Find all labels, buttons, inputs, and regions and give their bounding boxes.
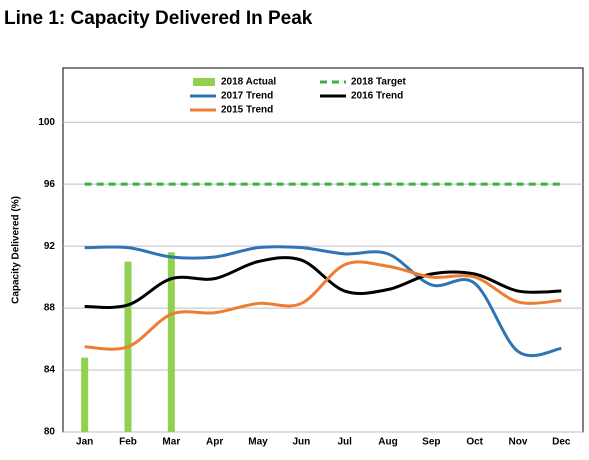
x-tick-label: Oct <box>466 437 483 448</box>
legend-label: 2016 Trend <box>351 91 403 102</box>
x-tick-label: Jun <box>292 437 310 448</box>
x-tick-label: Sep <box>422 437 440 448</box>
legend-label: 2018 Target <box>351 77 407 88</box>
trend-line <box>84 260 562 351</box>
y-tick-label: 100 <box>38 117 55 128</box>
bar <box>81 357 89 432</box>
x-tick-label: Jul <box>337 437 352 448</box>
x-tick-label: Mar <box>162 437 180 448</box>
x-tick-label: Aug <box>378 437 397 448</box>
trend-line <box>84 245 562 358</box>
y-axis-label: Capacity Delivered (%) <box>11 196 22 304</box>
y-tick-label: 84 <box>44 365 56 376</box>
x-tick-label: Jan <box>76 437 93 448</box>
x-tick-label: Feb <box>119 437 137 448</box>
legend-label: 2018 Actual <box>221 77 276 88</box>
y-tick-label: 88 <box>44 303 56 314</box>
y-tick-label: 92 <box>44 241 56 252</box>
x-tick-label: Dec <box>552 437 571 448</box>
x-tick-label: Nov <box>509 437 528 448</box>
trend-line <box>84 256 562 309</box>
legend-label: 2017 Trend <box>221 91 273 102</box>
x-tick-label: May <box>248 437 268 448</box>
x-tick-label: Apr <box>206 437 223 448</box>
bar <box>167 252 175 432</box>
legend-swatch <box>193 78 215 86</box>
chart-title: Line 1: Capacity Delivered In Peak <box>4 8 313 29</box>
y-tick-label: 80 <box>44 427 56 438</box>
legend-label: 2015 Trend <box>221 105 273 116</box>
y-tick-label: 96 <box>44 179 56 190</box>
